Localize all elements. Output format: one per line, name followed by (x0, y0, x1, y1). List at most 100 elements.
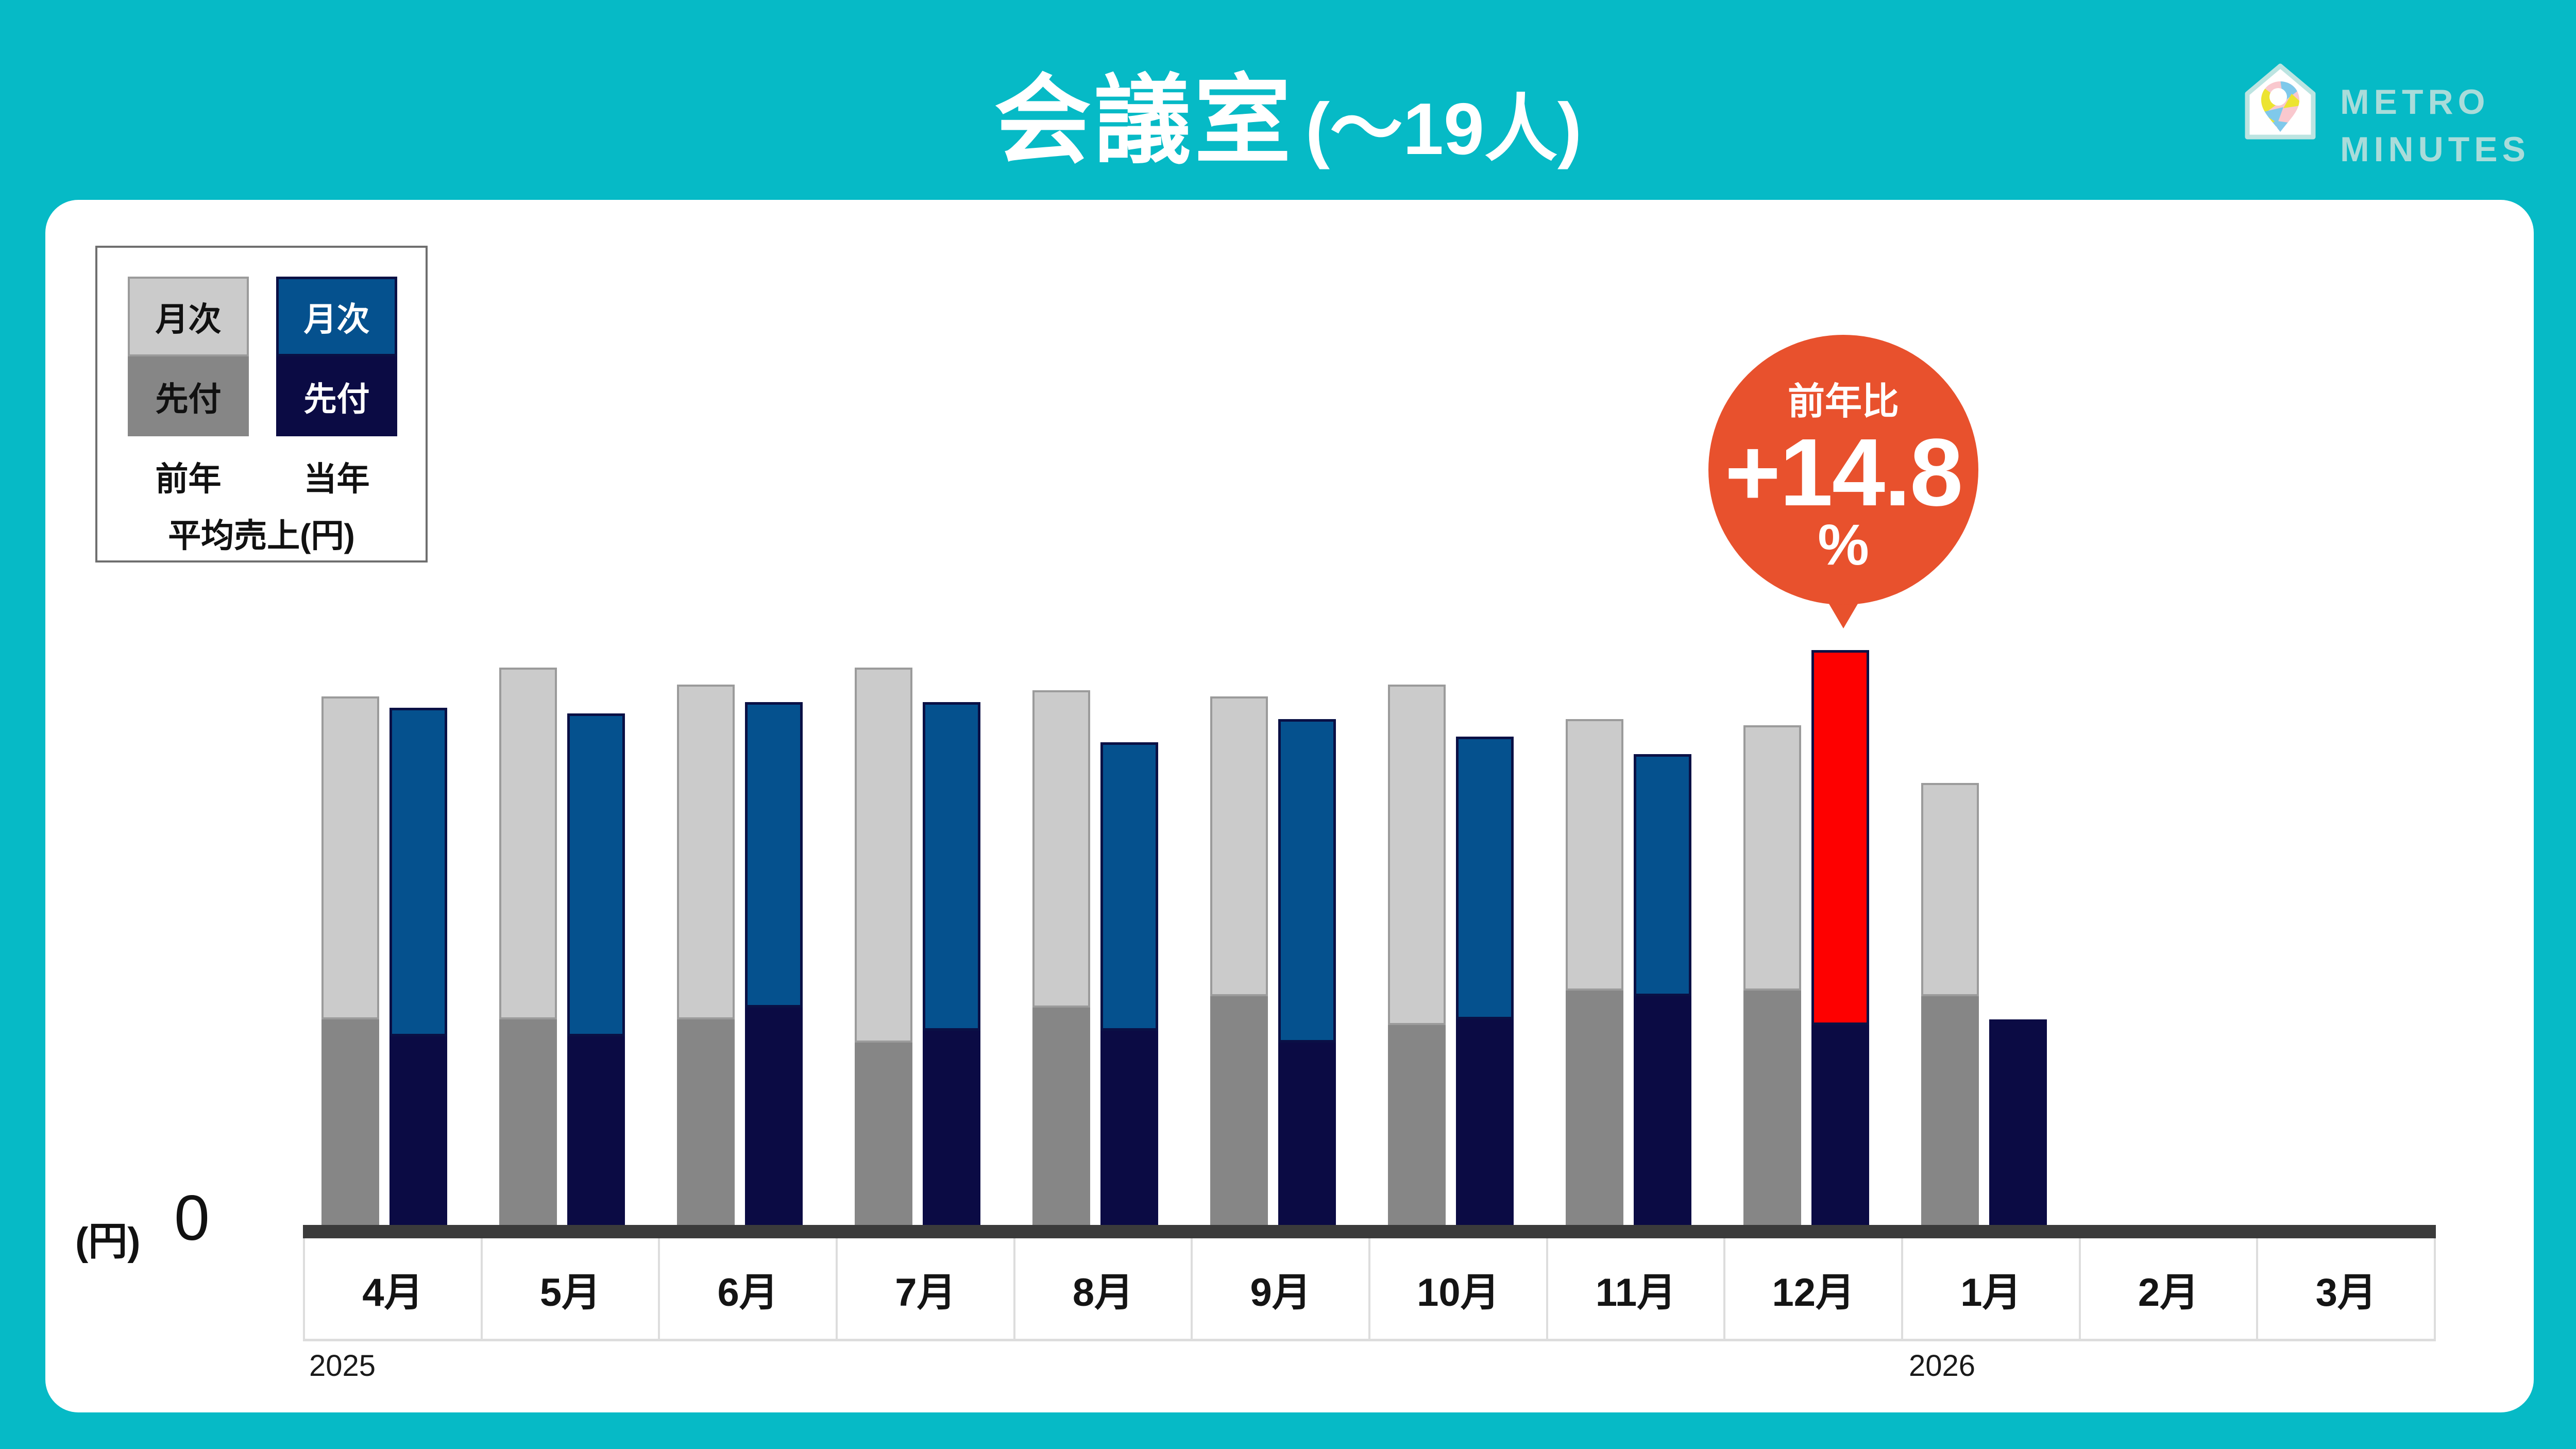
month-cell-5: 8月 (1015, 1238, 1193, 1341)
segment-prev-advance (1566, 990, 1623, 1227)
segment-curr-monthly (567, 713, 625, 1037)
month-label: 10月 (1417, 1270, 1500, 1315)
segment-prev-monthly (1032, 690, 1090, 1008)
segment-prev-monthly (321, 696, 379, 1019)
year-label-2025: 2025 (309, 1349, 376, 1383)
month-cell-10: 1月 (1903, 1238, 2081, 1341)
month-label: 2月 (2138, 1270, 2199, 1315)
segment-curr-advance (1811, 1025, 1869, 1227)
month-cell-2: 5月 (482, 1238, 660, 1341)
month-cell-3: 6月 (660, 1238, 838, 1341)
bar-curr-4月 (389, 708, 447, 1227)
segment-prev-advance (677, 1019, 735, 1227)
month-cell-8: 11月 (1548, 1238, 1726, 1341)
x-axis-line (303, 1225, 2436, 1238)
yoy-badge-unit: % (1818, 513, 1869, 577)
segment-curr-advance (567, 1036, 625, 1227)
bar-curr-7月 (923, 702, 980, 1227)
month-cell-1: 4月 (303, 1238, 483, 1341)
logo-line2: MINUTES (2340, 130, 2530, 169)
bar-prev-11月 (1566, 719, 1623, 1227)
segment-prev-advance (499, 1019, 557, 1227)
month-axis-row: 4月 5月 6月 7月 8月 9月 10月 11月 12月 1月 2月 3月 (303, 1238, 2436, 1341)
bar-curr-5月 (567, 713, 625, 1227)
bar-prev-1月 (1921, 782, 1979, 1227)
bar-prev-4月 (321, 696, 379, 1227)
segment-prev-monthly (677, 685, 735, 1019)
month-cell-9: 12月 (1725, 1238, 1904, 1341)
segment-curr-advance (1100, 1031, 1158, 1227)
segment-curr-advance (1278, 1042, 1336, 1227)
segment-prev-monthly (1743, 725, 1801, 991)
segment-curr-monthly (1456, 737, 1514, 1019)
bar-curr-12月 (1811, 650, 1869, 1227)
y-axis-zero-tick: 0 (174, 1183, 210, 1254)
segment-prev-advance (1032, 1008, 1090, 1227)
legend-label-curr-advance: 先付 (303, 380, 370, 418)
segment-prev-monthly (1210, 696, 1268, 996)
month-label: 8月 (1072, 1270, 1134, 1315)
segment-prev-monthly (499, 667, 557, 1019)
legend-swatch-prev-monthly: 月次 (128, 277, 249, 356)
bar-prev-9月 (1210, 696, 1268, 1227)
segment-prev-advance (1743, 990, 1801, 1227)
bar-curr-10月 (1456, 737, 1514, 1227)
year-label-2026: 2026 (1909, 1349, 1976, 1383)
legend-swatch-prev-advance: 先付 (128, 356, 249, 436)
month-label: 6月 (717, 1270, 778, 1315)
segment-prev-advance (855, 1042, 912, 1227)
segment-curr-advance (1456, 1019, 1514, 1227)
segment-prev-advance (1210, 996, 1268, 1227)
month-label: 4月 (362, 1270, 423, 1315)
legend-box: 月次 先付 月次 先付 前年 当年 平均売上(円) (95, 246, 428, 562)
segment-prev-advance (1388, 1025, 1446, 1227)
legend-swatch-curr-advance: 先付 (276, 356, 397, 436)
segment-curr-monthly (1278, 719, 1336, 1043)
segment-curr-advance (745, 1008, 803, 1227)
segment-curr-monthly (1100, 742, 1158, 1031)
bar-prev-10月 (1388, 685, 1446, 1227)
house-map-pin-icon (2245, 63, 2316, 140)
legend-label-prev-advance: 先付 (155, 380, 222, 418)
page-title: 会議室 (〜19人) (994, 42, 1582, 182)
segment-curr-advance (1634, 996, 1691, 1227)
month-label: 11月 (1595, 1270, 1676, 1315)
bar-curr-1月 (1989, 1019, 2047, 1227)
yoy-badge: 前年比 +14.8 % (1708, 335, 1978, 605)
yoy-badge-caption: 前年比 (1787, 381, 1899, 423)
y-axis-unit-label: (円) (75, 1220, 141, 1264)
legend-label-prev-monthly: 月次 (155, 300, 222, 338)
month-label: 12月 (1772, 1270, 1855, 1315)
bar-prev-6月 (677, 685, 735, 1227)
month-cell-4: 7月 (838, 1238, 1015, 1341)
legend-label-curr-monthly: 月次 (303, 300, 370, 338)
segment-prev-monthly (1921, 782, 1979, 996)
bar-curr-11月 (1634, 754, 1691, 1227)
month-label: 7月 (895, 1270, 956, 1315)
bar-curr-9月 (1278, 719, 1336, 1227)
segment-prev-monthly (1388, 685, 1446, 1025)
month-cell-11: 2月 (2080, 1238, 2259, 1341)
logo-line1: METRO (2340, 82, 2490, 122)
month-cell-12: 3月 (2258, 1238, 2436, 1341)
bar-prev-8月 (1032, 690, 1090, 1227)
bar-prev-5月 (499, 667, 557, 1227)
segment-curr-monthly-highlight (1811, 650, 1869, 1025)
legend-curr-column: 月次 先付 (276, 277, 397, 436)
segment-curr-advance (1989, 1019, 2047, 1227)
legend-swatch-curr-monthly: 月次 (276, 277, 397, 356)
segment-curr-monthly (745, 702, 803, 1008)
segment-curr-advance (389, 1036, 447, 1227)
segment-curr-monthly (1634, 754, 1691, 996)
month-label: 3月 (2315, 1270, 2377, 1315)
segment-curr-monthly (389, 708, 447, 1037)
segment-prev-advance (1921, 996, 1979, 1227)
bar-curr-6月 (745, 702, 803, 1227)
segment-prev-monthly (1566, 719, 1623, 991)
month-label: 9月 (1250, 1270, 1311, 1315)
segment-curr-monthly (923, 702, 980, 1031)
title-main: 会議室 (994, 66, 1294, 175)
month-cell-6: 9月 (1193, 1238, 1371, 1341)
title-paren: (〜19人) (1305, 88, 1582, 170)
